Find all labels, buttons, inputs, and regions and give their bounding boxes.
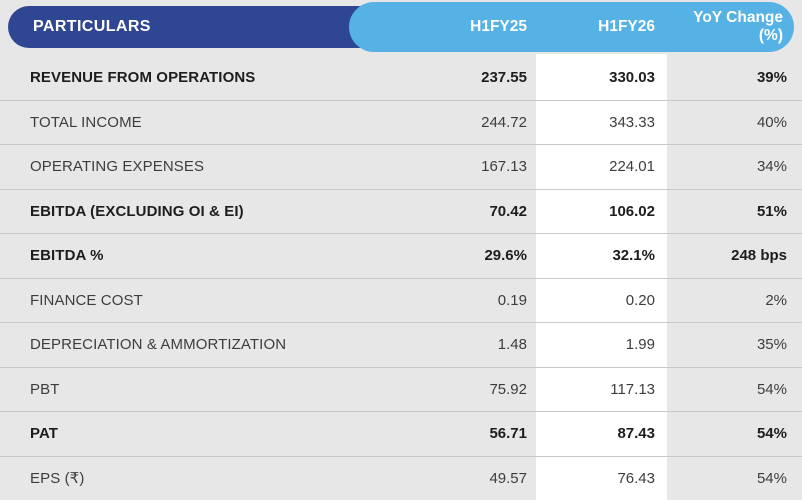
table-row-revenue-from-operations: REVENUE FROM OPERATIONS 237.55 330.03 39… <box>0 56 802 100</box>
table-row-ebitda-percent: EBITDA % 29.6% 32.1% 248 bps <box>0 233 802 278</box>
value-h1fy26: 330.03 <box>609 69 655 87</box>
value-yoy-change: 34% <box>756 158 787 176</box>
row-label: PAT <box>30 425 59 443</box>
row-label: FINANCE COST <box>30 291 143 309</box>
value-yoy-change: 35% <box>756 336 787 354</box>
particulars-header-pill: PARTICULARS <box>8 6 398 48</box>
value-yoy-change: 2% <box>765 291 787 309</box>
row-label: EPS (₹) <box>30 470 85 488</box>
row-label: EBITDA (EXCLUDING OI & EI) <box>30 202 244 220</box>
value-h1fy26: 76.43 <box>617 469 655 487</box>
table-row-pat: PAT 56.71 87.43 54% <box>0 411 802 456</box>
row-label: PBT <box>30 380 60 398</box>
row-label: DEPRECIATION & AMMORTIZATION <box>30 336 287 354</box>
value-h1fy26: 1.99 <box>625 336 655 354</box>
value-yoy-change: 248 bps <box>731 247 787 265</box>
value-yoy-change: 54% <box>756 425 787 443</box>
value-yoy-change: 54% <box>756 380 787 398</box>
row-label: OPERATING EXPENSES <box>30 158 205 176</box>
row-label: EBITDA % <box>30 247 104 265</box>
table-body: REVENUE FROM OPERATIONS 237.55 330.03 39… <box>0 56 802 500</box>
value-h1fy25: 167.13 <box>481 158 527 176</box>
table-row-total-income: TOTAL INCOME 244.72 343.33 40% <box>0 99 802 145</box>
table-row-finance-cost: FINANCE COST 0.19 0.20 2% <box>0 277 802 323</box>
value-h1fy25: 49.57 <box>489 469 527 487</box>
table-row-depreciation-ammortization: DEPRECIATION & AMMORTIZATION 1.48 1.99 3… <box>0 322 802 367</box>
particulars-header-label: PARTICULARS <box>33 18 151 35</box>
value-h1fy25: 56.71 <box>489 425 527 443</box>
table-row-pbt: PBT 75.92 117.13 54% <box>0 366 802 412</box>
value-h1fy26: 0.20 <box>625 291 655 309</box>
value-h1fy25: 237.55 <box>481 69 527 87</box>
value-h1fy25: 75.92 <box>489 380 527 398</box>
table-row-operating-expenses: OPERATING EXPENSES 167.13 224.01 34% <box>0 144 802 189</box>
value-h1fy26: 106.02 <box>609 202 655 220</box>
value-h1fy26: 87.43 <box>617 425 655 443</box>
value-h1fy25: 0.19 <box>497 291 527 309</box>
value-h1fy26: 343.33 <box>609 113 655 131</box>
value-yoy-change: 39% <box>756 69 787 87</box>
value-yoy-change: 51% <box>756 202 787 220</box>
row-label: TOTAL INCOME <box>30 113 142 131</box>
h1fy26-highlight-stripe <box>536 54 667 500</box>
column-header-yoy-change: YoY Change (%) <box>693 9 783 44</box>
column-headers-pill: H1FY25 H1FY26 YoY Change (%) <box>349 2 794 52</box>
column-header-h1fy26: H1FY26 <box>598 18 655 35</box>
value-h1fy26: 32.1% <box>612 247 655 265</box>
table-row-eps: EPS (₹) 49.57 76.43 54% <box>0 455 802 500</box>
value-yoy-change: 40% <box>756 113 787 131</box>
row-label: REVENUE FROM OPERATIONS <box>30 69 256 87</box>
value-yoy-change: 54% <box>756 469 787 487</box>
value-h1fy25: 29.6% <box>484 247 527 265</box>
table-row-ebitda: EBITDA (EXCLUDING OI & EI) 70.42 106.02 … <box>0 188 802 234</box>
value-h1fy25: 244.72 <box>481 113 527 131</box>
value-h1fy26: 224.01 <box>609 158 655 176</box>
value-h1fy26: 117.13 <box>610 380 655 398</box>
value-h1fy25: 1.48 <box>497 336 527 354</box>
value-h1fy25: 70.42 <box>489 202 527 220</box>
column-header-h1fy25: H1FY25 <box>470 18 527 35</box>
